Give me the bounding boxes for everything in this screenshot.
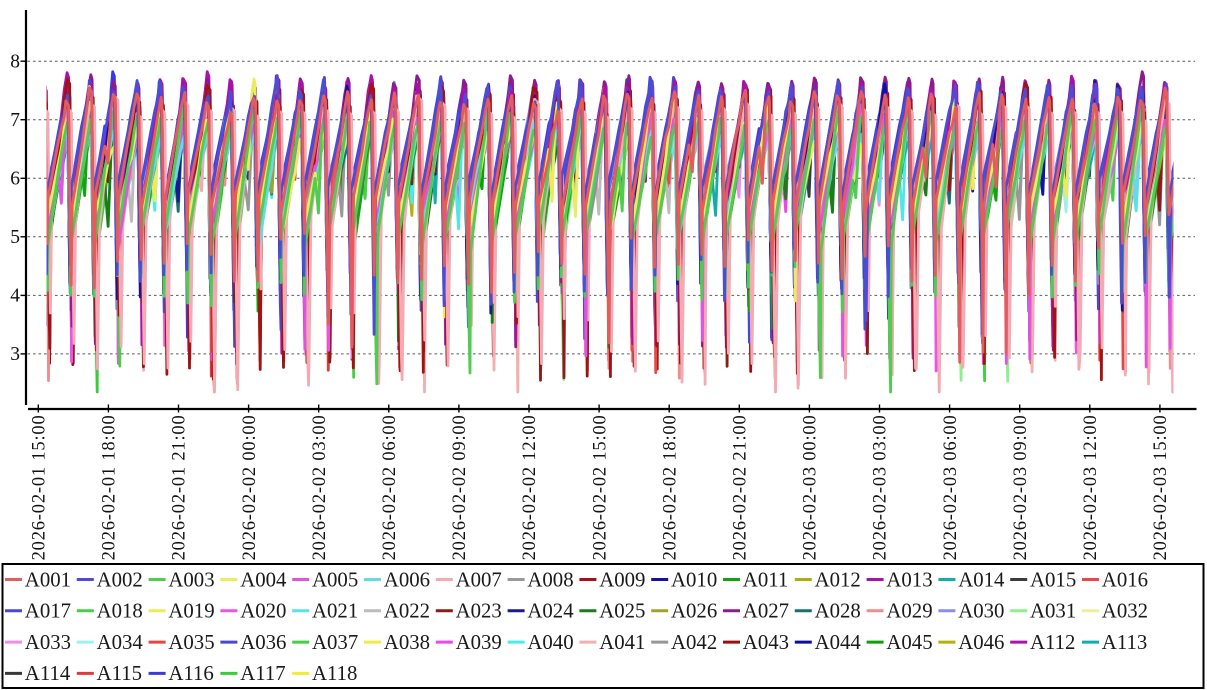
- svg-text:A041: A041: [599, 631, 645, 654]
- svg-text:2026-02-02 06:00: 2026-02-02 06:00: [380, 415, 400, 561]
- svg-text:A113: A113: [1102, 631, 1147, 654]
- svg-text:A025: A025: [599, 600, 645, 623]
- svg-text:2026-02-03 03:00: 2026-02-03 03:00: [871, 415, 891, 561]
- svg-text:2026-02-01 21:00: 2026-02-01 21:00: [170, 415, 190, 561]
- svg-text:A032: A032: [1102, 600, 1148, 623]
- svg-text:2026-02-02 09:00: 2026-02-02 09:00: [450, 415, 470, 561]
- svg-text:2026-02-03 00:00: 2026-02-03 00:00: [801, 415, 821, 561]
- svg-text:A019: A019: [168, 600, 214, 623]
- svg-text:A023: A023: [456, 600, 502, 623]
- svg-text:A016: A016: [1102, 568, 1148, 591]
- svg-text:4: 4: [10, 286, 20, 307]
- svg-text:A018: A018: [97, 600, 143, 623]
- svg-text:A008: A008: [527, 568, 573, 591]
- svg-text:A043: A043: [743, 631, 789, 654]
- svg-text:A013: A013: [886, 568, 932, 591]
- svg-text:A033: A033: [25, 631, 71, 654]
- svg-text:A046: A046: [958, 631, 1004, 654]
- svg-text:2026-02-02 21:00: 2026-02-02 21:00: [731, 415, 751, 561]
- svg-text:A015: A015: [1030, 568, 1076, 591]
- svg-text:A002: A002: [97, 568, 143, 591]
- svg-text:A017: A017: [25, 600, 71, 623]
- svg-text:8: 8: [10, 51, 20, 72]
- svg-text:A020: A020: [240, 600, 286, 623]
- svg-text:2026-02-01 15:00: 2026-02-01 15:00: [30, 415, 50, 561]
- svg-text:A037: A037: [312, 631, 358, 654]
- svg-text:A118: A118: [312, 662, 357, 685]
- svg-text:A045: A045: [886, 631, 932, 654]
- svg-text:3: 3: [10, 344, 20, 365]
- svg-text:A005: A005: [312, 568, 358, 591]
- svg-text:A031: A031: [1030, 600, 1076, 623]
- svg-text:A027: A027: [743, 600, 789, 623]
- svg-text:A003: A003: [168, 568, 214, 591]
- svg-text:6: 6: [10, 169, 20, 190]
- svg-text:A042: A042: [671, 631, 717, 654]
- svg-text:A028: A028: [815, 600, 861, 623]
- svg-text:A024: A024: [527, 600, 574, 623]
- svg-text:A044: A044: [815, 631, 862, 654]
- svg-text:2026-02-02 00:00: 2026-02-02 00:00: [240, 415, 260, 561]
- svg-text:A010: A010: [671, 568, 717, 591]
- svg-text:A115: A115: [97, 662, 142, 685]
- svg-text:A001: A001: [25, 568, 71, 591]
- svg-text:2026-02-03 09:00: 2026-02-03 09:00: [1011, 415, 1031, 561]
- svg-text:A011: A011: [743, 568, 788, 591]
- svg-text:2026-02-01 18:00: 2026-02-01 18:00: [100, 415, 120, 561]
- svg-text:A021: A021: [312, 600, 358, 623]
- svg-text:A035: A035: [168, 631, 214, 654]
- svg-text:A029: A029: [886, 600, 932, 623]
- svg-text:A022: A022: [384, 600, 430, 623]
- svg-text:2026-02-03 15:00: 2026-02-03 15:00: [1151, 415, 1171, 561]
- svg-text:A030: A030: [958, 600, 1004, 623]
- svg-text:A004: A004: [240, 568, 287, 591]
- svg-text:2026-02-02 15:00: 2026-02-02 15:00: [590, 415, 610, 561]
- svg-text:A007: A007: [456, 568, 502, 591]
- svg-text:A112: A112: [1030, 631, 1075, 654]
- svg-text:7: 7: [10, 110, 20, 131]
- svg-text:2026-02-03 06:00: 2026-02-03 06:00: [941, 415, 961, 561]
- svg-text:A117: A117: [240, 662, 285, 685]
- svg-text:5: 5: [10, 227, 20, 248]
- svg-text:2026-02-02 12:00: 2026-02-02 12:00: [520, 415, 540, 561]
- svg-text:A036: A036: [240, 631, 286, 654]
- svg-text:A116: A116: [168, 662, 213, 685]
- svg-text:A009: A009: [599, 568, 645, 591]
- svg-text:2026-02-03 12:00: 2026-02-03 12:00: [1081, 415, 1101, 561]
- svg-text:A039: A039: [456, 631, 502, 654]
- svg-text:2026-02-02 03:00: 2026-02-02 03:00: [310, 415, 330, 561]
- svg-text:A114: A114: [25, 662, 71, 685]
- svg-text:A012: A012: [815, 568, 861, 591]
- svg-text:2026-02-02 18:00: 2026-02-02 18:00: [660, 415, 680, 561]
- svg-text:A026: A026: [671, 600, 717, 623]
- svg-text:A034: A034: [97, 631, 144, 654]
- svg-text:A014: A014: [958, 568, 1005, 591]
- svg-text:A006: A006: [384, 568, 430, 591]
- svg-text:A040: A040: [527, 631, 573, 654]
- svg-text:A038: A038: [384, 631, 430, 654]
